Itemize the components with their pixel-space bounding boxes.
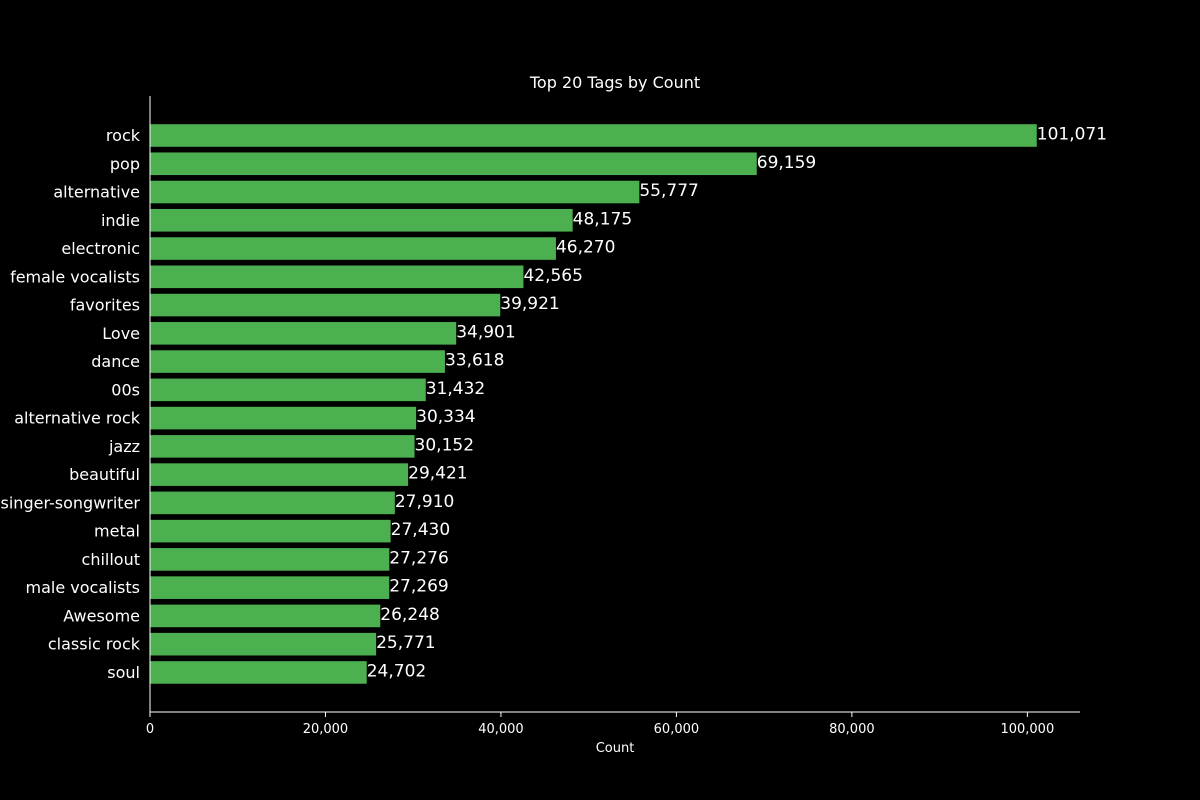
value-label: 30,152: [415, 435, 474, 455]
bar: [150, 322, 457, 345]
bar: [150, 237, 556, 260]
x-axis-ticks: 0 20,000 40,000 60,000 80,000 100,000: [146, 712, 1054, 737]
value-label: 55,777: [639, 181, 698, 201]
bar: [150, 293, 501, 317]
bar: [150, 180, 640, 204]
category-label: dance: [91, 352, 140, 371]
category-label: Awesome: [63, 606, 140, 625]
category-label: indie: [101, 211, 140, 230]
value-labels: 101,071 69,159 55,777 48,175 46,270 42,565 39,…: [367, 125, 1107, 682]
x-axis-label: Count: [596, 741, 635, 756]
value-label: 27,910: [395, 492, 454, 512]
bar: [150, 378, 426, 402]
category-label: male vocalists: [26, 578, 140, 597]
value-label: 42,565: [523, 266, 582, 286]
x-tick-label: 0: [146, 722, 154, 737]
value-label: 27,430: [391, 520, 450, 540]
value-label: 33,618: [445, 351, 504, 371]
value-label: 25,771: [376, 633, 435, 653]
value-label: 31,432: [426, 379, 485, 399]
bar: [150, 491, 395, 515]
value-label: 30,334: [416, 407, 475, 427]
bar: [150, 463, 409, 486]
category-label: female vocalists: [10, 267, 140, 286]
bar: [150, 576, 390, 599]
bars: [150, 124, 1037, 684]
bar: [150, 632, 377, 656]
bar: [150, 350, 445, 373]
chart-title: Top 20 Tags by Count: [529, 73, 700, 92]
value-label: 69,159: [757, 153, 816, 173]
category-label: 00s: [111, 380, 140, 399]
category-labels: rock pop alternative indie electronic female …: [1, 126, 141, 682]
bar: [150, 406, 417, 430]
value-label: 24,702: [367, 661, 426, 681]
bar: [150, 548, 390, 571]
category-label: beautiful: [69, 465, 140, 484]
bar: [150, 435, 415, 458]
value-label: 27,269: [389, 577, 448, 597]
x-tick-label: 60,000: [654, 722, 700, 737]
category-label: Love: [102, 324, 140, 343]
category-label: classic rock: [48, 635, 141, 654]
value-label: 27,276: [389, 548, 448, 568]
bar: [150, 265, 524, 289]
value-label: 39,921: [500, 294, 559, 314]
category-label: chillout: [82, 550, 140, 569]
x-tick-label: 100,000: [1000, 722, 1054, 737]
bar: [150, 519, 391, 543]
value-label: 101,071: [1037, 125, 1107, 145]
category-label: pop: [110, 154, 140, 173]
bar: [150, 208, 573, 232]
bar: [150, 124, 1037, 147]
category-label: singer-songwriter: [1, 493, 141, 512]
category-label: soul: [107, 663, 140, 682]
bar: [150, 604, 381, 628]
x-tick-label: 20,000: [303, 722, 349, 737]
x-tick-label: 40,000: [478, 722, 524, 737]
bar: [150, 152, 757, 176]
category-label: alternative rock: [14, 409, 141, 428]
category-label: favorites: [70, 296, 140, 315]
value-label: 26,248: [380, 605, 439, 625]
value-label: 48,175: [573, 209, 632, 229]
category-label: alternative: [53, 183, 140, 202]
category-label: jazz: [108, 437, 140, 456]
bar: [150, 661, 367, 684]
category-label: metal: [94, 522, 140, 541]
value-label: 46,270: [556, 238, 615, 258]
value-label: 34,901: [456, 322, 515, 342]
category-label: electronic: [61, 239, 140, 258]
x-tick-label: 80,000: [829, 722, 875, 737]
value-label: 29,421: [408, 464, 467, 484]
category-label: rock: [106, 126, 141, 145]
